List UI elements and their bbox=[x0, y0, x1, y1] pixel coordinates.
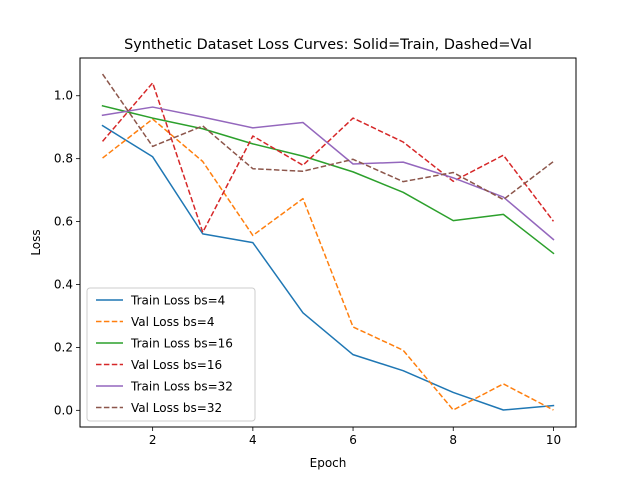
legend-label: Train Loss bs=4 bbox=[130, 294, 225, 308]
x-tick-label: 2 bbox=[149, 433, 157, 447]
legend-label: Val Loss bs=16 bbox=[131, 358, 222, 372]
legend-label: Train Loss bs=32 bbox=[130, 380, 233, 394]
x-tick-label: 10 bbox=[546, 433, 561, 447]
y-tick-label: 0.2 bbox=[54, 340, 73, 354]
x-axis-label: Epoch bbox=[310, 456, 347, 470]
legend-label: Val Loss bs=4 bbox=[131, 315, 214, 329]
x-tick-label: 8 bbox=[449, 433, 457, 447]
series-line-2 bbox=[102, 118, 554, 411]
plot-area-frame bbox=[79, 57, 577, 428]
x-axis-ticks: 2 4 6 8 10 bbox=[149, 427, 561, 447]
series-line-5 bbox=[101, 106, 555, 241]
y-axis-ticks: 0.0 0.2 0.4 0.6 0.8 1.0 bbox=[54, 89, 80, 417]
y-axis-label: Loss bbox=[29, 229, 43, 255]
y-tick-label: 0.0 bbox=[54, 403, 73, 417]
series-line-3 bbox=[101, 104, 555, 255]
legend: Train Loss bs=4 Val Loss bs=4 Train Loss b… bbox=[86, 287, 256, 422]
legend-label: Train Loss bs=16 bbox=[130, 337, 233, 351]
series-line-4 bbox=[101, 82, 555, 234]
legend-label: Val Loss bs=32 bbox=[131, 401, 222, 415]
x-tick-label: 4 bbox=[249, 433, 257, 447]
y-tick-label: 0.8 bbox=[54, 152, 73, 166]
legend-box bbox=[86, 287, 256, 422]
x-tick-label: 6 bbox=[349, 433, 357, 447]
series-line-6 bbox=[101, 73, 554, 201]
series-layer bbox=[101, 73, 555, 411]
y-tick-label: 0.4 bbox=[54, 277, 73, 291]
y-tick-label: 0.6 bbox=[54, 215, 73, 229]
series-line-1 bbox=[101, 124, 555, 411]
y-tick-label: 1.0 bbox=[54, 89, 73, 103]
chart-title: Synthetic Dataset Loss Curves: Solid=Tra… bbox=[124, 37, 532, 53]
